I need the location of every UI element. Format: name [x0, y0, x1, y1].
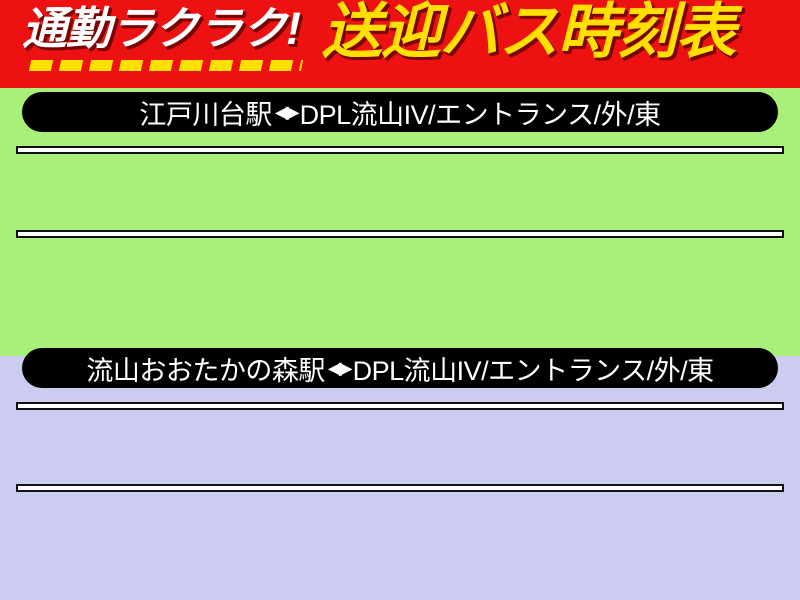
section-1-destination: DPL流山IV/エントランス/外/東 [299, 99, 662, 130]
timetable-4-inbound-otakanomori [16, 484, 784, 492]
bidirectional-arrow-icon: ◀▶ [274, 101, 300, 122]
title-banner: 通勤ラクラク! 送迎バス時刻表 [0, 0, 800, 88]
section-2-panel [0, 356, 800, 600]
bidirectional-arrow-icon: ◀▶ [327, 357, 353, 378]
section-2-heading: 流山おおたかの森駅 ◀▶ DPL流山IV/エントランス/外/東 [22, 348, 778, 388]
section-2-origin: 流山おおたかの森駅 [86, 355, 325, 386]
section-1-origin: 江戸川台駅 [139, 99, 272, 130]
section-1-panel [0, 88, 800, 356]
dashed-underline-decoration [28, 60, 304, 71]
timetable-3-outbound-otakanomori [16, 402, 784, 410]
section-1-heading: 江戸川台駅 ◀▶ DPL流山IV/エントランス/外/東 [22, 92, 778, 132]
section-2-destination: DPL流山IV/エントランス/外/東 [352, 355, 715, 386]
timetable-1-outbound-edogawadai [16, 146, 784, 154]
banner-title-white: 通勤ラクラク! [22, 3, 301, 54]
banner-title-yellow: 送迎バス時刻表 [322, 0, 736, 65]
banner-inner: 通勤ラクラク! 送迎バス時刻表 [22, 2, 782, 86]
timetable-2-inbound-edogawadai [16, 230, 784, 238]
